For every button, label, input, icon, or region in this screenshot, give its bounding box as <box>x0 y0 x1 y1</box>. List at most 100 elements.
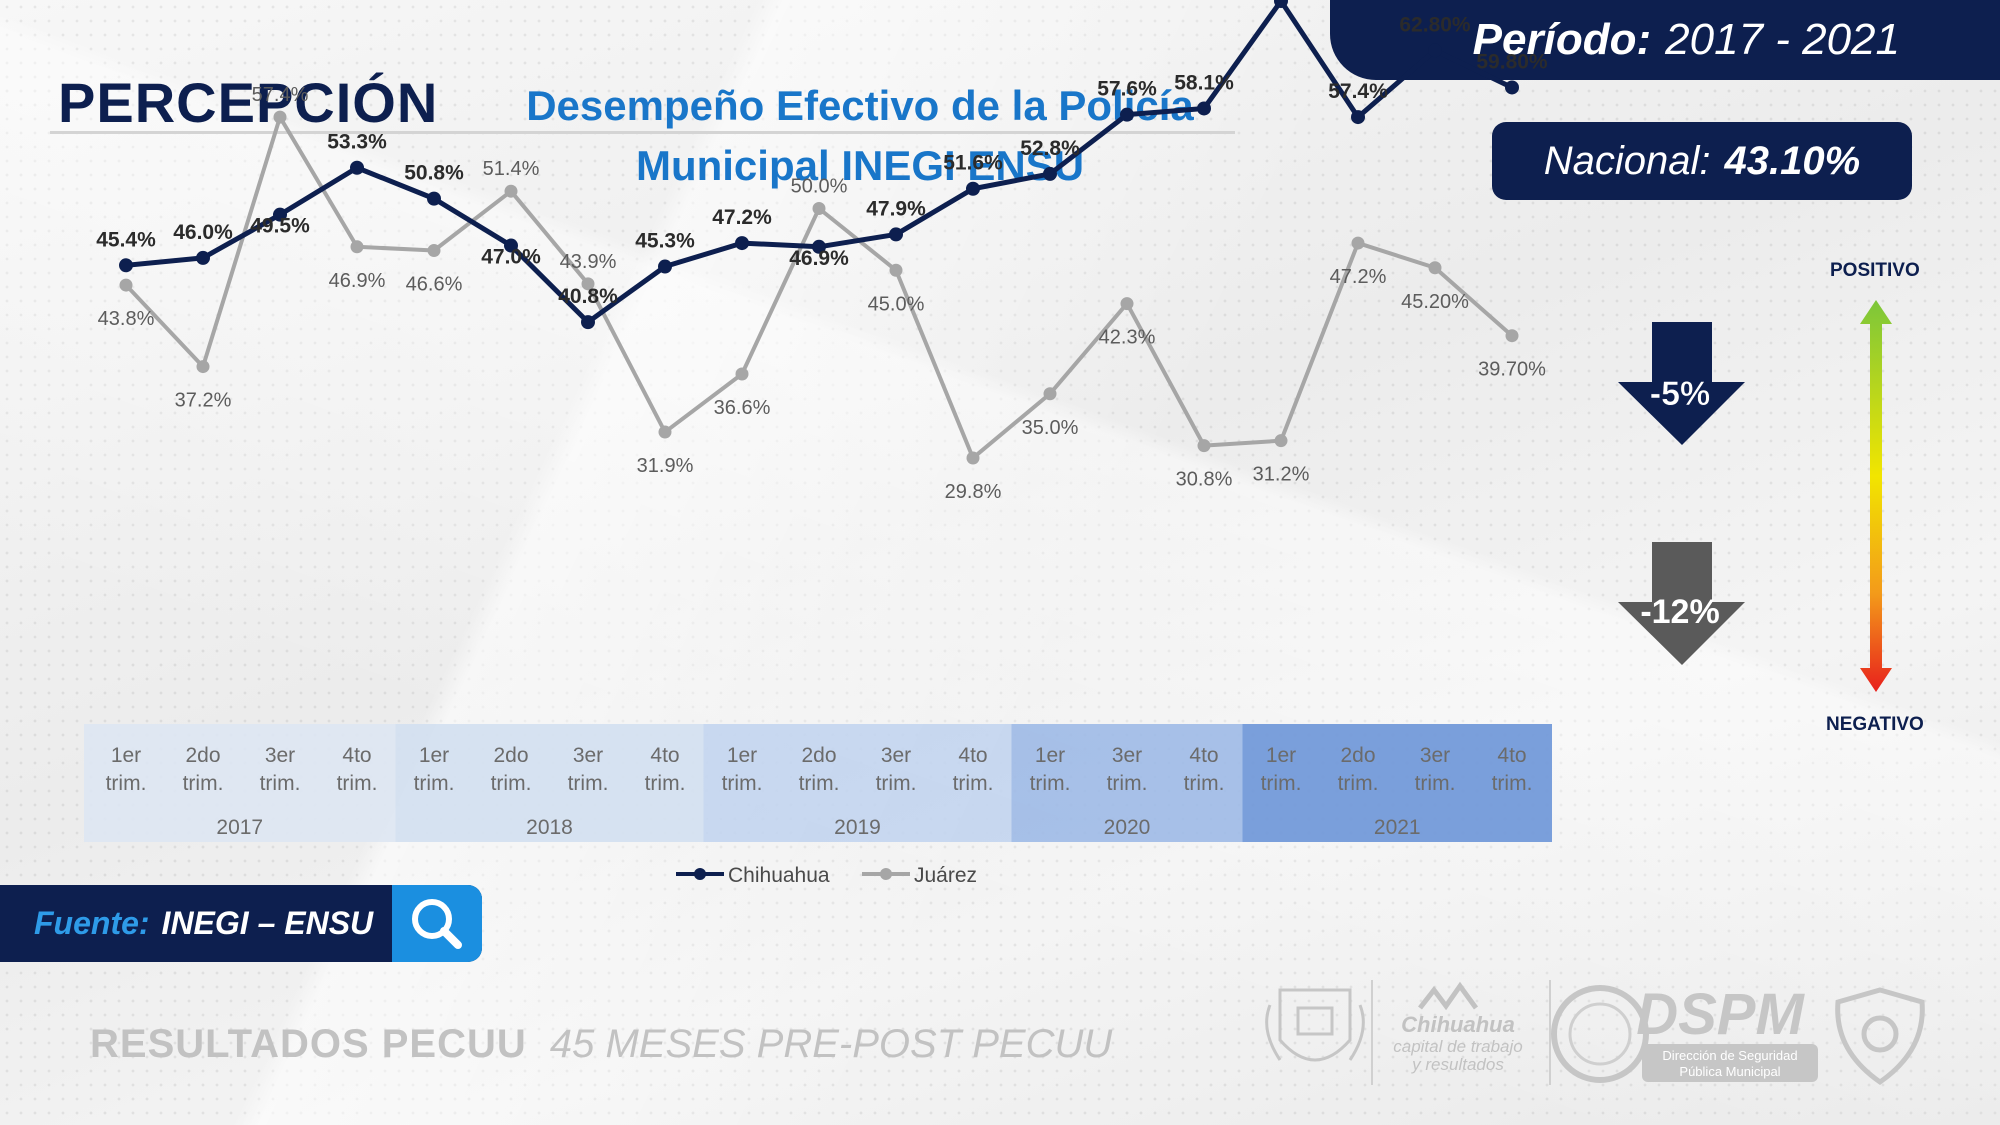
chihuahua-down-arrow-icon <box>1618 322 1745 445</box>
data-label: 42.3% <box>1099 327 1156 349</box>
data-point <box>966 181 980 196</box>
data-point <box>196 250 210 265</box>
tick-label: 4to <box>958 744 987 767</box>
tick-label: 4to <box>1497 744 1526 767</box>
scale-positive-label: POSITIVO <box>1830 260 1920 281</box>
category-axis: 2017 2018 2019 2020 2021 1er trim. 2do trim. 3er t… <box>84 724 1552 842</box>
data-point <box>1043 166 1057 181</box>
tick-label: 2do <box>801 744 836 767</box>
tick-label: 2do <box>1340 744 1375 767</box>
data-label-layer: 45.4% 46.0% 49.5% 53.3% 50.8% 47.0% 40.8% 45.3%… <box>96 13 1548 503</box>
dspm-name: DSPM <box>1636 982 1805 1047</box>
year-label: 2020 <box>1104 816 1151 839</box>
data-point <box>119 278 133 292</box>
tick-label: 4to <box>1189 744 1218 767</box>
legend-label: Juárez <box>914 864 977 887</box>
data-point <box>350 240 364 254</box>
results-title: RESULTADOS PECUU <box>90 1022 527 1066</box>
national-label: Nacional: <box>1543 138 1711 183</box>
data-label: 53.3% <box>327 131 387 154</box>
page-title: PERCEPCIÓN <box>58 71 439 134</box>
tick-label: trim. <box>183 772 224 795</box>
tick-label: trim. <box>1184 772 1225 795</box>
data-label: 50.0% <box>791 176 848 198</box>
source-value: INEGI – ENSU <box>161 905 374 941</box>
data-point <box>581 277 595 291</box>
data-label: 51.6% <box>943 152 1003 175</box>
tick-label: trim. <box>106 772 147 795</box>
subtitle-line-1: Desempeño Efectivo de la Policía <box>526 82 1194 129</box>
data-point <box>966 451 980 465</box>
tick-label: trim. <box>1261 772 1302 795</box>
tick-label: trim. <box>953 772 994 795</box>
year-band <box>395 724 704 842</box>
data-label: 43.9% <box>560 251 617 273</box>
tick-label: 1er <box>1035 744 1065 767</box>
data-label: 49.5% <box>250 215 310 238</box>
data-point <box>1043 387 1057 401</box>
data-label: 57.4% <box>1328 80 1388 103</box>
search-button[interactable] <box>392 885 482 962</box>
data-point <box>1274 0 1288 9</box>
data-label: 43.8% <box>98 308 155 330</box>
seal-icon <box>1551 985 1649 1083</box>
tick-label: 2do <box>185 744 220 767</box>
data-label: 31.9% <box>637 455 694 477</box>
tick-label: 4to <box>342 744 371 767</box>
year-label: 2017 <box>216 816 263 839</box>
data-label: 58.1% <box>1174 71 1234 94</box>
juarez-change-value: -12% <box>1640 593 1719 631</box>
data-label: 45.20% <box>1401 291 1469 313</box>
national-value: 43.10% <box>1724 138 1861 183</box>
data-label: 46.0% <box>173 221 233 244</box>
tick-label: trim. <box>337 772 378 795</box>
data-point <box>427 191 441 206</box>
data-point <box>735 236 749 251</box>
data-label: 39.70% <box>1478 359 1546 381</box>
series-layer <box>119 0 1519 465</box>
data-point <box>889 263 903 277</box>
data-label: 52.8% <box>1020 137 1080 160</box>
tick-label: 2do <box>493 744 528 767</box>
year-band <box>1011 724 1243 842</box>
data-label: 59.80% <box>1476 50 1548 73</box>
data-point <box>119 258 133 273</box>
data-label: 46.9% <box>789 247 849 270</box>
data-point <box>889 227 903 242</box>
tick-label: 3er <box>1420 744 1450 767</box>
data-label: 62.80% <box>1399 13 1471 36</box>
period-value: 2017 - 2021 <box>1665 15 1900 64</box>
year-band <box>703 724 1012 842</box>
tick-label: trim. <box>799 772 840 795</box>
period-banner: Período: 2017 - 2021 <box>1330 0 2000 80</box>
tick-label: trim. <box>1107 772 1148 795</box>
results-caption: RESULTADOS PECUU 45 MESES PRE-POST PECUU <box>90 1022 1112 1067</box>
data-label: 31.2% <box>1253 464 1310 486</box>
data-point <box>812 202 826 215</box>
data-point <box>1505 329 1519 343</box>
data-point <box>812 239 826 254</box>
legend: Chihuahua Juárez <box>676 864 977 887</box>
juarez-down-arrow-icon <box>1618 542 1745 665</box>
data-point <box>196 360 210 374</box>
city-tagline-1: capital de trabajo <box>1393 1037 1522 1056</box>
tick-label: trim. <box>1030 772 1071 795</box>
data-point <box>658 425 672 439</box>
data-label: 29.8% <box>945 481 1002 503</box>
year-label: 2019 <box>834 816 881 839</box>
tick-label: trim. <box>1338 772 1379 795</box>
data-label: 47.2% <box>712 206 772 229</box>
year-band <box>1242 724 1552 842</box>
data-point <box>1120 107 1134 122</box>
data-point <box>273 207 287 222</box>
data-point <box>658 259 672 274</box>
tick-label: trim. <box>722 772 763 795</box>
dspm-tagline-1: Dirección de Seguridad <box>1662 1048 1797 1063</box>
institution-logos: Chihuahua capital de trabajo y resultado… <box>1265 980 1925 1086</box>
tick-label: trim. <box>491 772 532 795</box>
city-coat-of-arms-icon <box>1265 988 1365 1062</box>
legend-marker <box>880 868 892 880</box>
data-label: 45.4% <box>96 228 156 251</box>
data-label: 47.0% <box>481 246 541 269</box>
legend-marker <box>694 868 706 880</box>
